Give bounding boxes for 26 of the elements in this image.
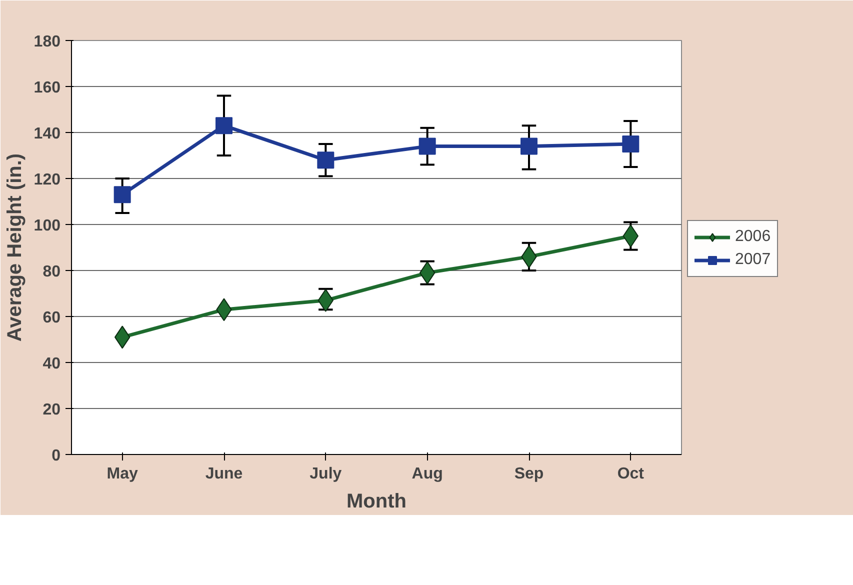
x-tick-label: Oct — [617, 466, 645, 482]
x-tick-label: July — [310, 466, 342, 482]
y-tick-label: 0 — [52, 448, 61, 464]
y-axis-title: Average Height (in.) — [4, 153, 26, 342]
y-tick-label: 20 — [42, 402, 61, 418]
point — [622, 136, 640, 152]
y-tick-label: 140 — [34, 126, 61, 142]
x-tick-label: May — [106, 466, 138, 482]
y-tick-label: 180 — [34, 34, 61, 50]
legend-label: 2007 — [735, 251, 771, 269]
point — [216, 117, 232, 134]
y-tick-label: 100 — [34, 218, 61, 234]
point — [317, 152, 334, 169]
legend-label: 2006 — [735, 228, 771, 246]
y-tick-label: 80 — [42, 264, 61, 280]
point — [418, 138, 436, 155]
y-tick-label: 160 — [34, 80, 61, 96]
x-tick-label: June — [205, 466, 243, 482]
y-tick-label: 120 — [34, 172, 61, 188]
y-tick-label: 60 — [42, 310, 61, 326]
x-tick-label: Sep — [514, 466, 544, 482]
y-tick-label: 40 — [42, 356, 61, 372]
point — [520, 138, 538, 155]
point — [114, 186, 131, 204]
x-axis-title: Month — [346, 490, 406, 512]
x-tick-label: Aug — [412, 466, 443, 482]
